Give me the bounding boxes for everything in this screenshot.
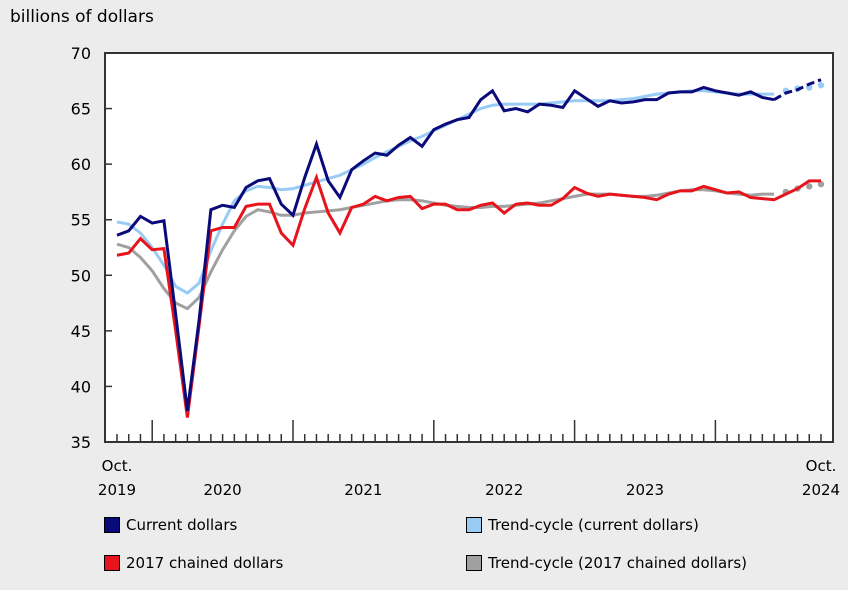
legend-label: Current dollars [126,516,238,534]
plot-area [104,52,834,443]
y-tick-label: 65 [71,100,91,119]
x-tick-label: 2023 [626,481,664,499]
legend-swatch [466,555,482,571]
y-tick-label: 50 [71,266,91,285]
legend-swatch [104,555,120,571]
x-tick-label: Oct. [806,457,837,475]
x-tick-label: 2019 [98,481,136,499]
series-point-3 [817,180,825,188]
y-tick-label: 55 [71,211,91,230]
y-axis-label: billions of dollars [10,7,154,27]
y-tick-label: 40 [71,377,91,396]
line-chart: billions of dollars 35 40 45 50 55 60 65 70 Oct.… [10,7,840,499]
y-tick-label: 45 [71,322,91,341]
x-tick-label: 2020 [204,481,242,499]
legend-swatch [104,517,120,533]
series-point-2 [817,82,825,89]
legend-item-trend-chained: Trend-cycle (2017 chained dollars) [466,554,747,572]
legend-item-chained-dollars: 2017 chained dollars [104,554,283,572]
series-line-0 [116,85,775,412]
series-line-1 [116,172,821,418]
series-point-3 [806,183,813,190]
y-tick-label: 60 [71,155,91,174]
x-tick-label: 2022 [485,481,523,499]
legend-label: Trend-cycle (current dollars) [488,516,699,534]
x-tick-label: 2024 [802,481,840,499]
legend-label: 2017 chained dollars [126,554,284,572]
y-tick-label: 35 [71,433,91,452]
legend-label: Trend-cycle (2017 chained dollars) [488,554,747,572]
legend-item-current-dollars: Current dollars [104,516,237,534]
legend-item-trend-current: Trend-cycle (current dollars) [466,516,699,534]
x-tick-label: 2021 [344,481,382,499]
y-tick-label: 70 [71,44,91,63]
x-tick-label: Oct. [102,457,133,475]
legend-swatch [466,517,482,533]
series-line-dashed-0 [773,78,822,101]
